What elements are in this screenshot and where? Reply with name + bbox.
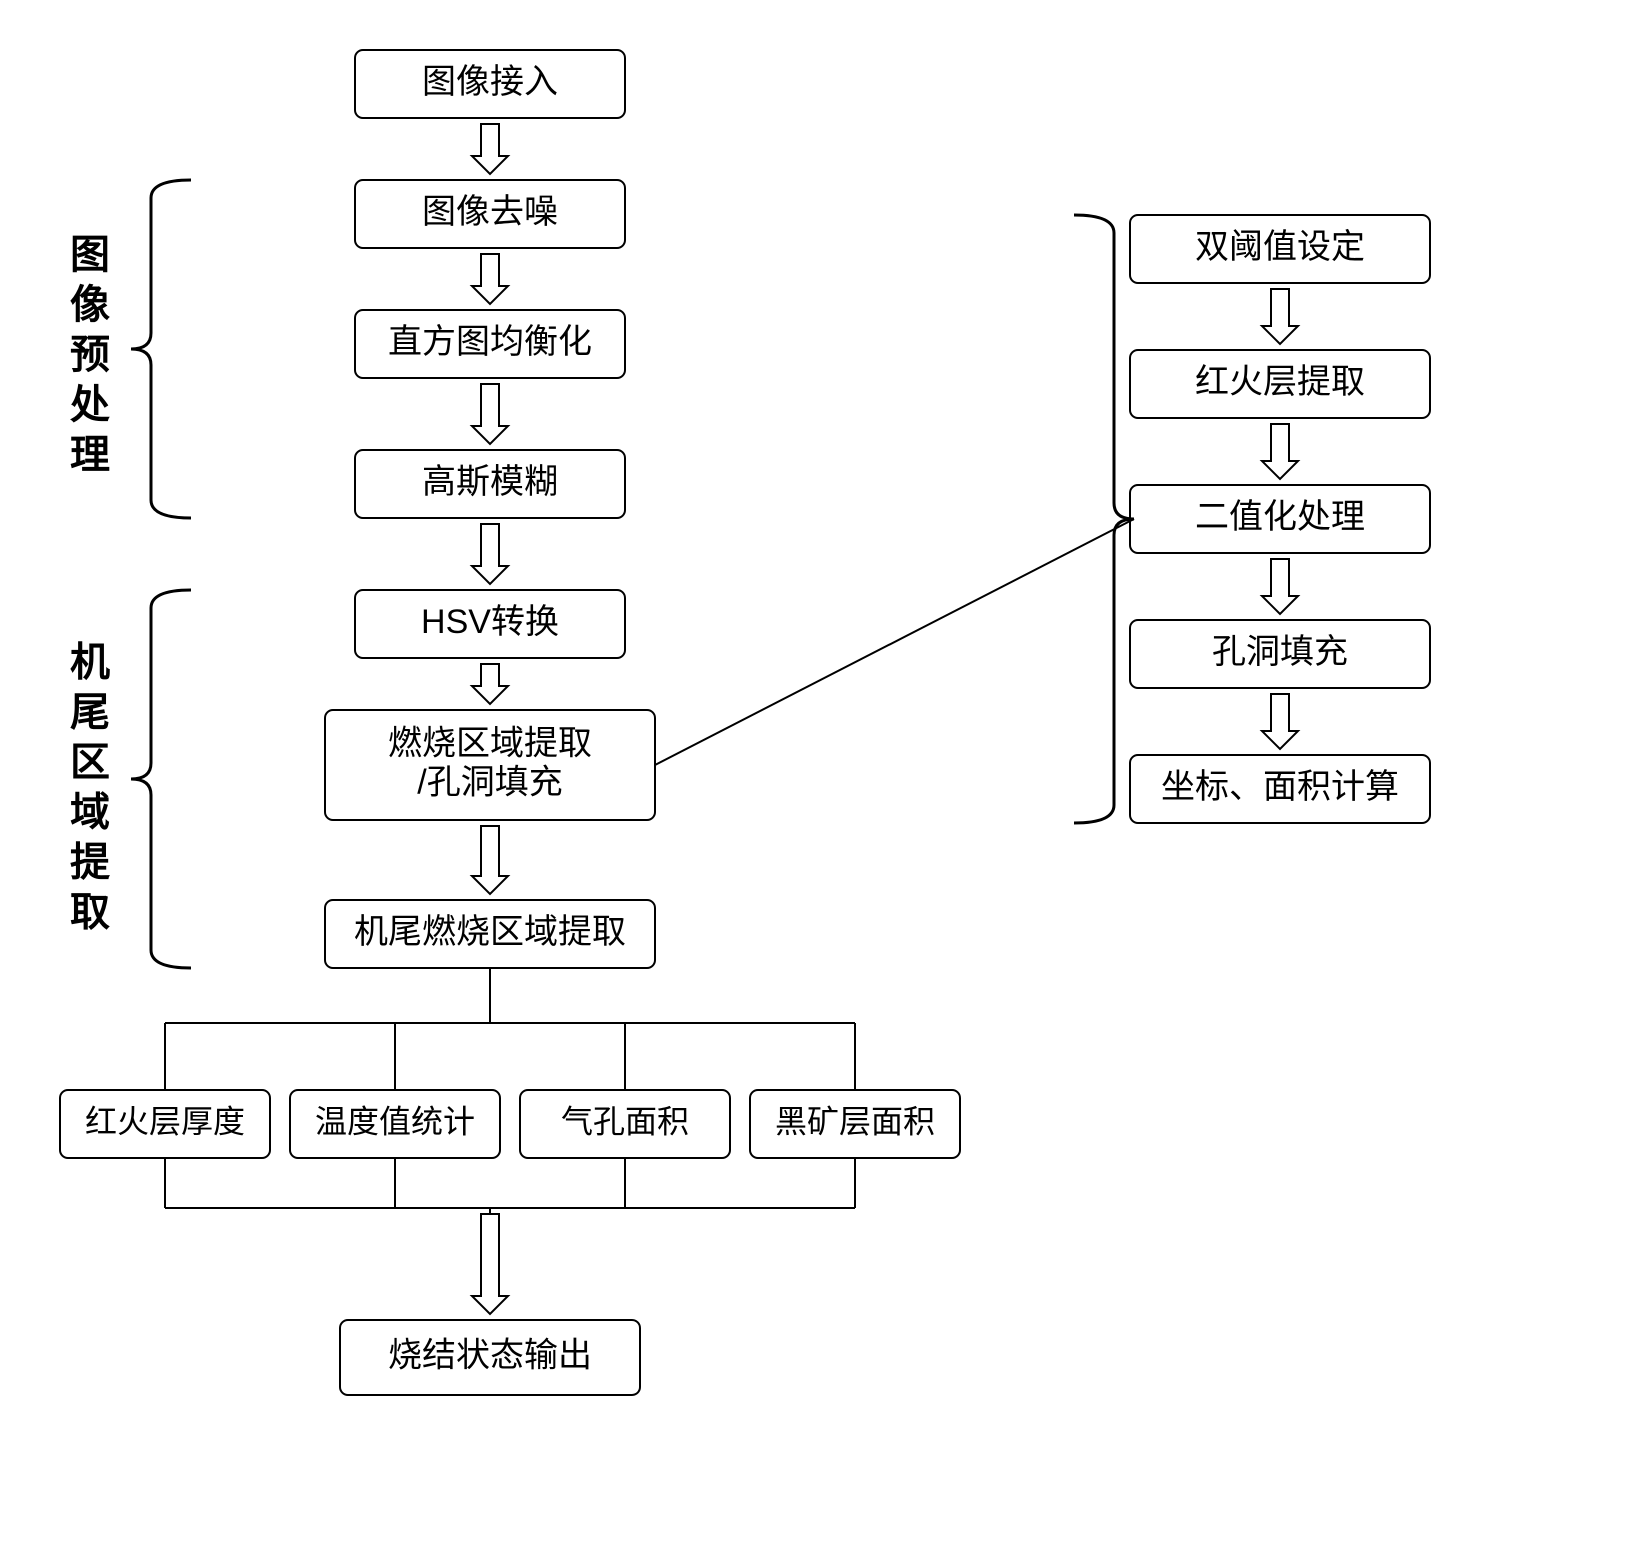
- flowchart: 图像接入图像去噪直方图均衡化高斯模糊 HSV转换燃烧区域提取/孔洞填充机尾燃烧区域…: [0, 0, 1627, 1547]
- down-arrow: [472, 664, 508, 704]
- node-label: 温度值统计: [315, 1103, 475, 1139]
- node-label: 直方图均衡化: [388, 323, 592, 361]
- node-label: 高斯模糊: [422, 463, 558, 501]
- down-arrow: [472, 524, 508, 584]
- down-arrow: [472, 384, 508, 444]
- node-label: 气孔面积: [561, 1103, 689, 1139]
- node-label: 烧结状态输出: [388, 1336, 592, 1374]
- section-label: 处: [70, 383, 110, 427]
- node-label: 黑矿层面积: [775, 1103, 935, 1139]
- down-arrow: [472, 124, 508, 174]
- node-label: 燃烧区域提取: [388, 724, 592, 762]
- down-arrow: [472, 826, 508, 894]
- down-arrow: [472, 1214, 508, 1314]
- node-label: /孔洞填充: [417, 764, 562, 802]
- section-label: 提: [70, 841, 110, 885]
- section-label: 预: [70, 333, 110, 377]
- curly-brace: [1074, 215, 1134, 823]
- node-label: 红火层厚度: [85, 1103, 245, 1139]
- down-arrow: [1262, 289, 1298, 344]
- node-label: 双阈值设定: [1195, 228, 1365, 266]
- node-label: HSV转换: [421, 603, 559, 641]
- down-arrow: [472, 254, 508, 304]
- node-label: 孔洞填充: [1212, 633, 1348, 671]
- section-label: 域: [70, 791, 110, 835]
- node-label: 二值化处理: [1195, 498, 1365, 536]
- section-label: 机: [70, 641, 110, 685]
- curly-brace: [131, 180, 191, 518]
- down-arrow: [1262, 424, 1298, 479]
- node-label: 坐标、面积计算: [1161, 768, 1399, 806]
- section-label: 区: [70, 741, 110, 785]
- section-label: 尾: [70, 691, 110, 735]
- section-label: 理: [70, 433, 110, 477]
- section-label: 像: [70, 283, 110, 327]
- curly-brace: [131, 590, 191, 968]
- section-label: 图: [70, 233, 110, 277]
- node-label: 红火层提取: [1195, 363, 1365, 401]
- connector-line: [655, 519, 1134, 765]
- node-label: 图像接入: [422, 63, 558, 101]
- node-label: 图像去噪: [422, 193, 558, 231]
- down-arrow: [1262, 559, 1298, 614]
- node-label: 机尾燃烧区域提取: [354, 913, 626, 951]
- down-arrow: [1262, 694, 1298, 749]
- section-label: 取: [70, 891, 110, 935]
